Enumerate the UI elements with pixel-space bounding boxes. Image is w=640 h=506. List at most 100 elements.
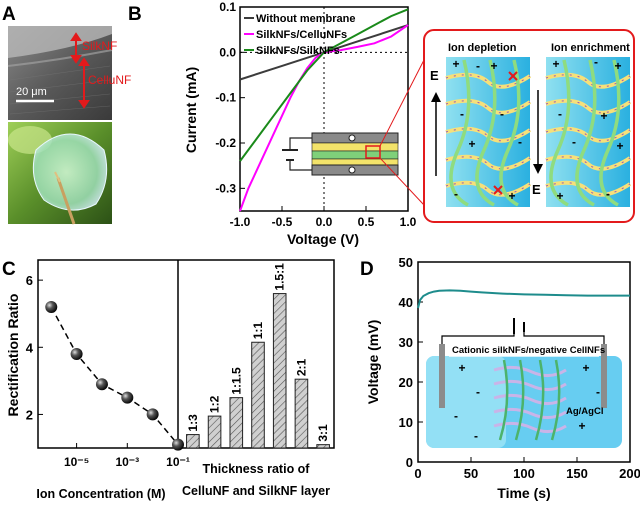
anion-symbol: - <box>558 107 562 121</box>
chart-d-xtick-label: 150 <box>566 466 588 481</box>
inset-anion-symbol: - <box>474 429 478 443</box>
chart-c-point <box>121 391 134 404</box>
top-port-icon <box>348 134 356 142</box>
chart-c-xtick-label: 10⁻³ <box>115 455 139 469</box>
chart-d-xtick-label: 200 <box>619 466 640 481</box>
left-electrode <box>439 344 445 408</box>
chart-b-xtick-label: 0.5 <box>358 215 375 229</box>
chart-c-xtick-label: 10⁻⁵ <box>64 455 89 469</box>
cellunf-label: CelluNF <box>88 73 131 87</box>
chart-b-ytick-label: -0.1 <box>215 91 236 105</box>
cellulose-fiber <box>599 59 621 207</box>
legend-label-silknfs-silknfs: SilkNFs/SilkNFs <box>256 45 340 57</box>
fiber-charge <box>545 128 631 142</box>
cellulose-fiber <box>575 59 597 207</box>
anion-symbol: - <box>572 135 576 149</box>
chart-d-series-line <box>417 289 630 309</box>
fiber-charge <box>445 74 531 88</box>
chart-c-right-xlabel-1: Thickness ratio of <box>203 462 311 476</box>
right-electrode <box>601 344 607 408</box>
cation-symbol: + <box>490 59 497 73</box>
nanofiber-network <box>445 59 632 207</box>
membrane-disc <box>32 133 108 211</box>
chart-c-point <box>45 301 58 313</box>
chart-c-point <box>172 438 184 451</box>
zoom-leader-top <box>379 59 425 147</box>
ion-symbols: + - +- -+ -- ++ - +- +- ++ - <box>452 55 623 203</box>
cellulose-fiber <box>549 59 571 207</box>
chart-b-legend: Without membrane SilkNFs/CelluNFs SilkNF… <box>244 13 356 57</box>
chart-d-ytick-label: 20 <box>399 375 413 390</box>
chart-c-bar-label: 1:3 <box>186 414 200 432</box>
chart-c-bar-label: 2:1 <box>294 359 308 377</box>
chart-d-ytick-label: 10 <box>399 415 413 430</box>
sem-texture <box>9 65 111 115</box>
inset-silk-fiber <box>493 421 567 433</box>
electrolyte-left <box>426 356 506 448</box>
fiber-charge <box>445 182 531 196</box>
zoom-leader-bottom <box>379 157 425 206</box>
field-label-up: E <box>430 68 439 83</box>
chart-b-xtick-label: -1.0 <box>230 215 251 229</box>
battery-wire <box>289 137 312 171</box>
fiber-charge <box>545 182 631 196</box>
chart-c-right-xlabel-2: CelluNF and SilkNF layer <box>182 484 330 498</box>
chart-d-xtick-label: 50 <box>464 466 478 481</box>
panel-b: B -1.0 -0.5 0.0 0.5 1.0 0.1 0.0 -0.1 -0.2 -0.3 Wi… <box>128 0 635 247</box>
chart-d-plot: 0 50 100 150 200 0 10 20 30 40 50 <box>399 255 640 481</box>
chart-d-xtick-label: 100 <box>513 466 535 481</box>
fiber-charge <box>445 156 531 170</box>
chart-c-frame <box>37 259 335 449</box>
chart-d-ytick-label: 30 <box>399 335 413 350</box>
cation-symbol: + <box>552 57 559 71</box>
ion-inset: Ion depletion Ion enrichment E E + - +- -+ -… <box>423 29 635 223</box>
chart-d-ytick-label: 50 <box>399 255 413 270</box>
cation-symbol: + <box>508 189 515 203</box>
chart-c-ytick-label: 4 <box>26 340 34 355</box>
panel-a: A SilkNF CelluNF 20 μm <box>2 4 131 225</box>
chart-b-ytick-label: -0.2 <box>215 136 236 150</box>
chart-d-xlabel: Time (s) <box>497 485 550 501</box>
inset-cellulose-fiber <box>498 359 509 441</box>
sem-layer-boundary <box>7 49 113 67</box>
anion-symbol: - <box>500 107 504 121</box>
chart-c-point <box>95 378 108 391</box>
panel-letter-b: B <box>128 4 142 25</box>
chart-c-bar-label: 1.5:1 <box>273 263 287 291</box>
chart-c-bar <box>272 293 287 449</box>
chart-d-inset: Cationic silkNFs/negative CellNFs Ag/AgC… <box>426 318 622 448</box>
ion-enrichment-title: Ion enrichment <box>551 42 630 54</box>
fiber-charge <box>545 74 631 88</box>
scale-bar-label: 20 μm <box>16 86 47 98</box>
cellunf-thickness-arrow <box>78 57 90 109</box>
cellulose-fiber <box>475 59 497 207</box>
chart-c-bar <box>316 444 330 449</box>
fiber-charge <box>445 100 531 114</box>
silknf-label: SilkNF <box>82 39 117 53</box>
field-label-down: E <box>532 182 541 197</box>
cation-symbol: + <box>614 59 621 73</box>
chart-c-plot: 2 4 6 10⁻⁵ 10⁻³ 10⁻¹ 1:3 1:2 1:1.5 1:1 1.5:1 2:1 3:1 <box>26 263 330 469</box>
chart-c-point <box>146 408 159 421</box>
inset-cellulose-fiber <box>514 359 525 441</box>
cation-symbol: + <box>600 109 607 123</box>
silknf-thickness-arrow <box>70 32 82 64</box>
chart-c-bar <box>207 415 222 449</box>
chart-c-trend-line <box>50 306 179 446</box>
legend-label-silknfs-cellunfs: SilkNFs/CelluNFs <box>256 29 347 41</box>
electrode-label: Ag/AgCl <box>566 406 603 417</box>
panel-letter-a: A <box>2 4 16 25</box>
chart-d-ytick-label: 40 <box>399 295 413 310</box>
tweezers-tip <box>54 171 61 183</box>
chart-c-ytick-label: 6 <box>26 273 33 288</box>
anion-symbol: - <box>606 187 610 201</box>
inset-silk-fiber <box>493 379 567 391</box>
chart-c-bar <box>229 397 244 449</box>
inset-anion-symbol: - <box>596 385 600 399</box>
chart-b-ylabel: Current (mA) <box>183 67 199 153</box>
sem-top-layer <box>8 26 112 58</box>
chart-c-bar-label: 1:1.5 <box>229 367 243 395</box>
cation-symbol: + <box>616 139 623 153</box>
tweezers <box>56 177 76 225</box>
